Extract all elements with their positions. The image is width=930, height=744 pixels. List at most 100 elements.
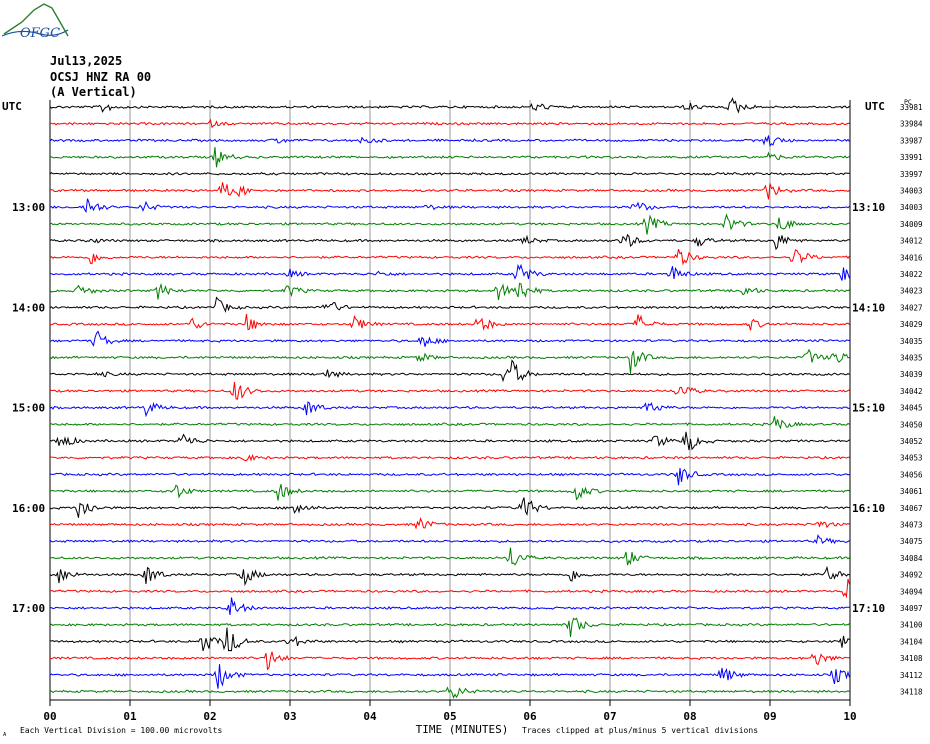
time-label-right: 16:10	[852, 502, 885, 515]
x-tick-label: 05	[443, 710, 456, 723]
row-label: 33981	[900, 103, 923, 112]
logo-swoosh	[1, 29, 69, 37]
x-tick-label: 04	[363, 710, 377, 723]
footer-scale-note: Each Vertical Division = 100.00 microvol…	[20, 726, 222, 735]
row-label: 34050	[900, 420, 923, 429]
seismogram-trace	[50, 118, 850, 129]
row-label: 33991	[900, 153, 923, 162]
seismogram-trace	[49, 627, 850, 652]
seismogram-trace	[49, 330, 850, 347]
seismogram-trace	[49, 534, 850, 545]
row-label: 34035	[900, 354, 923, 363]
row-label: 33987	[900, 136, 923, 145]
row-label: 34052	[900, 437, 923, 446]
seismogram-trace	[49, 416, 850, 430]
time-label-left: 14:00	[12, 301, 45, 314]
row-label: 33997	[900, 170, 923, 179]
seismogram-trace	[49, 381, 850, 400]
ofgc-logo: OFGC	[1, 3, 69, 41]
time-label-right: 17:10	[852, 602, 885, 615]
row-label: 34094	[900, 587, 923, 596]
utc-right-label: UTC	[865, 100, 885, 113]
utc-left-label: UTC	[2, 100, 22, 113]
seismogram-trace	[49, 233, 850, 251]
footer-clip-note: Traces clipped at plus/minus 5 vertical …	[522, 726, 758, 735]
seismogram-trace	[49, 453, 850, 462]
corner-mark: A	[3, 732, 7, 738]
row-label: 34084	[900, 554, 923, 563]
logo-mountain	[3, 3, 69, 37]
row-label: 34012	[900, 237, 923, 246]
time-label-left: 17:00	[12, 602, 45, 615]
row-label: 34112	[900, 671, 923, 680]
row-label: 34003	[900, 203, 923, 212]
seismogram-trace	[49, 565, 850, 587]
row-label: 34022	[900, 270, 923, 279]
row-label: 34039	[900, 370, 923, 379]
row-label: 34075	[900, 537, 923, 546]
seismogram-trace	[49, 484, 850, 501]
seismogram-trace	[49, 497, 850, 518]
row-label: 34118	[900, 688, 923, 697]
seismogram-trace	[49, 135, 850, 148]
seismogram-trace	[49, 282, 850, 300]
seismogram-trace	[49, 348, 850, 374]
time-label-right: 13:10	[852, 201, 885, 214]
seismogram-trace	[49, 97, 850, 114]
row-label: 34061	[900, 487, 923, 496]
seismogram-trace	[49, 401, 850, 418]
row-label: 34003	[900, 187, 923, 196]
x-tick-label: 09	[763, 710, 776, 723]
seismogram-trace	[49, 263, 850, 281]
x-tick-label: 02	[203, 710, 216, 723]
row-label: 34097	[900, 604, 923, 613]
row-label: 34029	[900, 320, 923, 329]
date-label: Jul13,2025	[50, 54, 123, 68]
row-label: 34027	[900, 303, 923, 312]
seismogram-trace	[49, 597, 850, 615]
seismogram-trace	[49, 467, 850, 486]
x-tick-label: 06	[523, 710, 537, 723]
seismogram-trace	[49, 171, 850, 176]
x-tick-label: 00	[43, 710, 56, 723]
seismogram-trace	[50, 313, 850, 331]
seismogram-trace	[49, 147, 850, 168]
seismogram-trace	[49, 248, 850, 266]
seismogram-trace	[49, 578, 850, 599]
row-label: 33984	[900, 120, 923, 129]
time-label-left: 16:00	[12, 502, 45, 515]
seismogram-trace	[49, 198, 850, 214]
x-axis-title: TIME (MINUTES)	[416, 723, 509, 736]
seismogram-trace	[49, 651, 850, 671]
pc-label: PC	[904, 98, 912, 106]
logo-text: OFGC	[20, 26, 60, 40]
x-tick-label: 01	[123, 710, 137, 723]
seismogram-trace	[49, 617, 850, 638]
row-label: 34016	[900, 253, 923, 262]
x-tick-label: 07	[603, 710, 616, 723]
seismogram-trace	[49, 182, 850, 200]
row-label: 34056	[900, 470, 923, 479]
seismogram-trace	[50, 547, 850, 566]
x-tick-label: 03	[283, 710, 296, 723]
time-label-left: 15:00	[12, 402, 45, 415]
row-label: 34104	[900, 637, 923, 646]
station-label: OCSJ HNZ RA 00	[50, 70, 152, 84]
row-label: 34035	[900, 337, 923, 346]
seismogram-trace	[49, 664, 850, 689]
time-label-right: 14:10	[852, 301, 885, 314]
row-label: 34067	[900, 504, 923, 513]
row-label: 34092	[900, 571, 923, 580]
seismogram-trace	[49, 517, 850, 530]
x-tick-label: 10	[843, 710, 856, 723]
seismogram-trace	[49, 686, 850, 699]
seismogram-trace	[50, 359, 850, 383]
seismogram-trace	[49, 431, 850, 451]
row-label: 34053	[900, 454, 923, 463]
row-label: 34023	[900, 287, 923, 296]
row-label: 34045	[900, 404, 923, 413]
row-label: 34073	[900, 521, 923, 530]
row-label: 34042	[900, 387, 923, 396]
time-label-left: 13:00	[12, 201, 45, 214]
